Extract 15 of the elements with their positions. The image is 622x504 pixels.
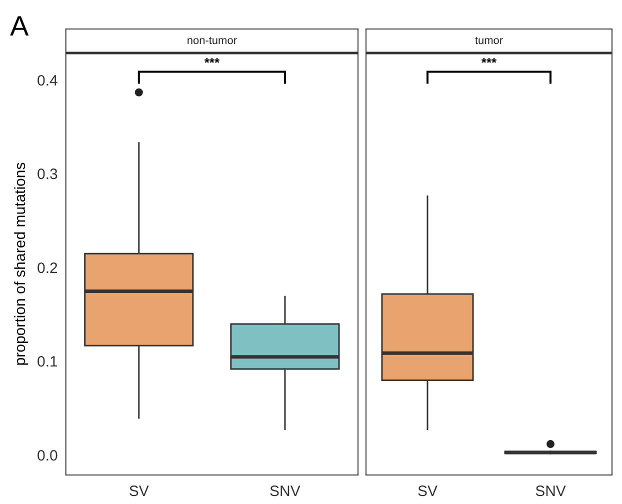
x-tick-label: SNV	[535, 483, 566, 500]
chart-title: tumor	[474, 35, 504, 48]
y-tick-label: 0.3	[36, 166, 58, 184]
x-tick-label: SV	[417, 483, 438, 500]
annotation: ***	[481, 54, 498, 70]
y-tick-label: 0.2	[36, 260, 58, 277]
text: A	[10, 10, 29, 42]
y-axis-title: proportion of shared mutations	[12, 162, 30, 366]
y-tick-label: 0.0	[36, 447, 58, 464]
x-tick-label: SV	[128, 483, 149, 500]
x-tick-label: SNV	[270, 483, 300, 500]
y-tick-label: 0.4	[36, 72, 58, 90]
y-tick-label: 0.1	[36, 354, 58, 371]
chart-title: non-tumor	[186, 35, 238, 48]
annotation: ***	[204, 54, 220, 70]
